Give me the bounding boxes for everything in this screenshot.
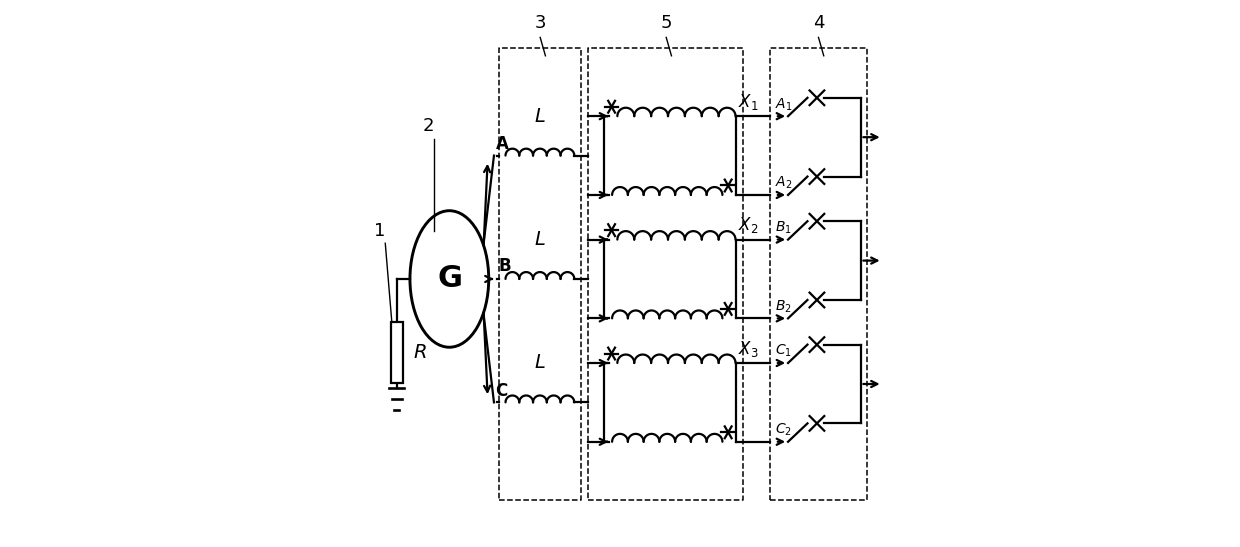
Text: 5: 5 [661,14,672,32]
Text: $X_2$: $X_2$ [738,216,759,235]
Text: $\mathbf{G}$: $\mathbf{G}$ [436,264,461,294]
Text: $A_2$: $A_2$ [775,175,792,191]
Text: A: A [496,135,508,153]
Text: $R$: $R$ [413,343,427,362]
Text: $A_1$: $A_1$ [775,96,792,113]
Text: $B_2$: $B_2$ [775,298,792,315]
Text: B: B [498,257,511,275]
Bar [391,322,403,383]
Text: $X_3$: $X_3$ [738,339,759,359]
Text: $L$: $L$ [534,353,546,373]
Text: $X_1$: $X_1$ [738,92,759,112]
Text: 1: 1 [374,222,386,240]
Text: $B_1$: $B_1$ [775,219,792,236]
Text: $C_2$: $C_2$ [775,422,792,438]
Text: C: C [496,382,508,400]
Text: $L$: $L$ [534,230,546,249]
Text: 3: 3 [534,14,546,32]
Text: $C_1$: $C_1$ [775,343,792,359]
Text: $L$: $L$ [534,107,546,126]
Text: 4: 4 [812,14,825,32]
Text: 2: 2 [423,117,434,135]
